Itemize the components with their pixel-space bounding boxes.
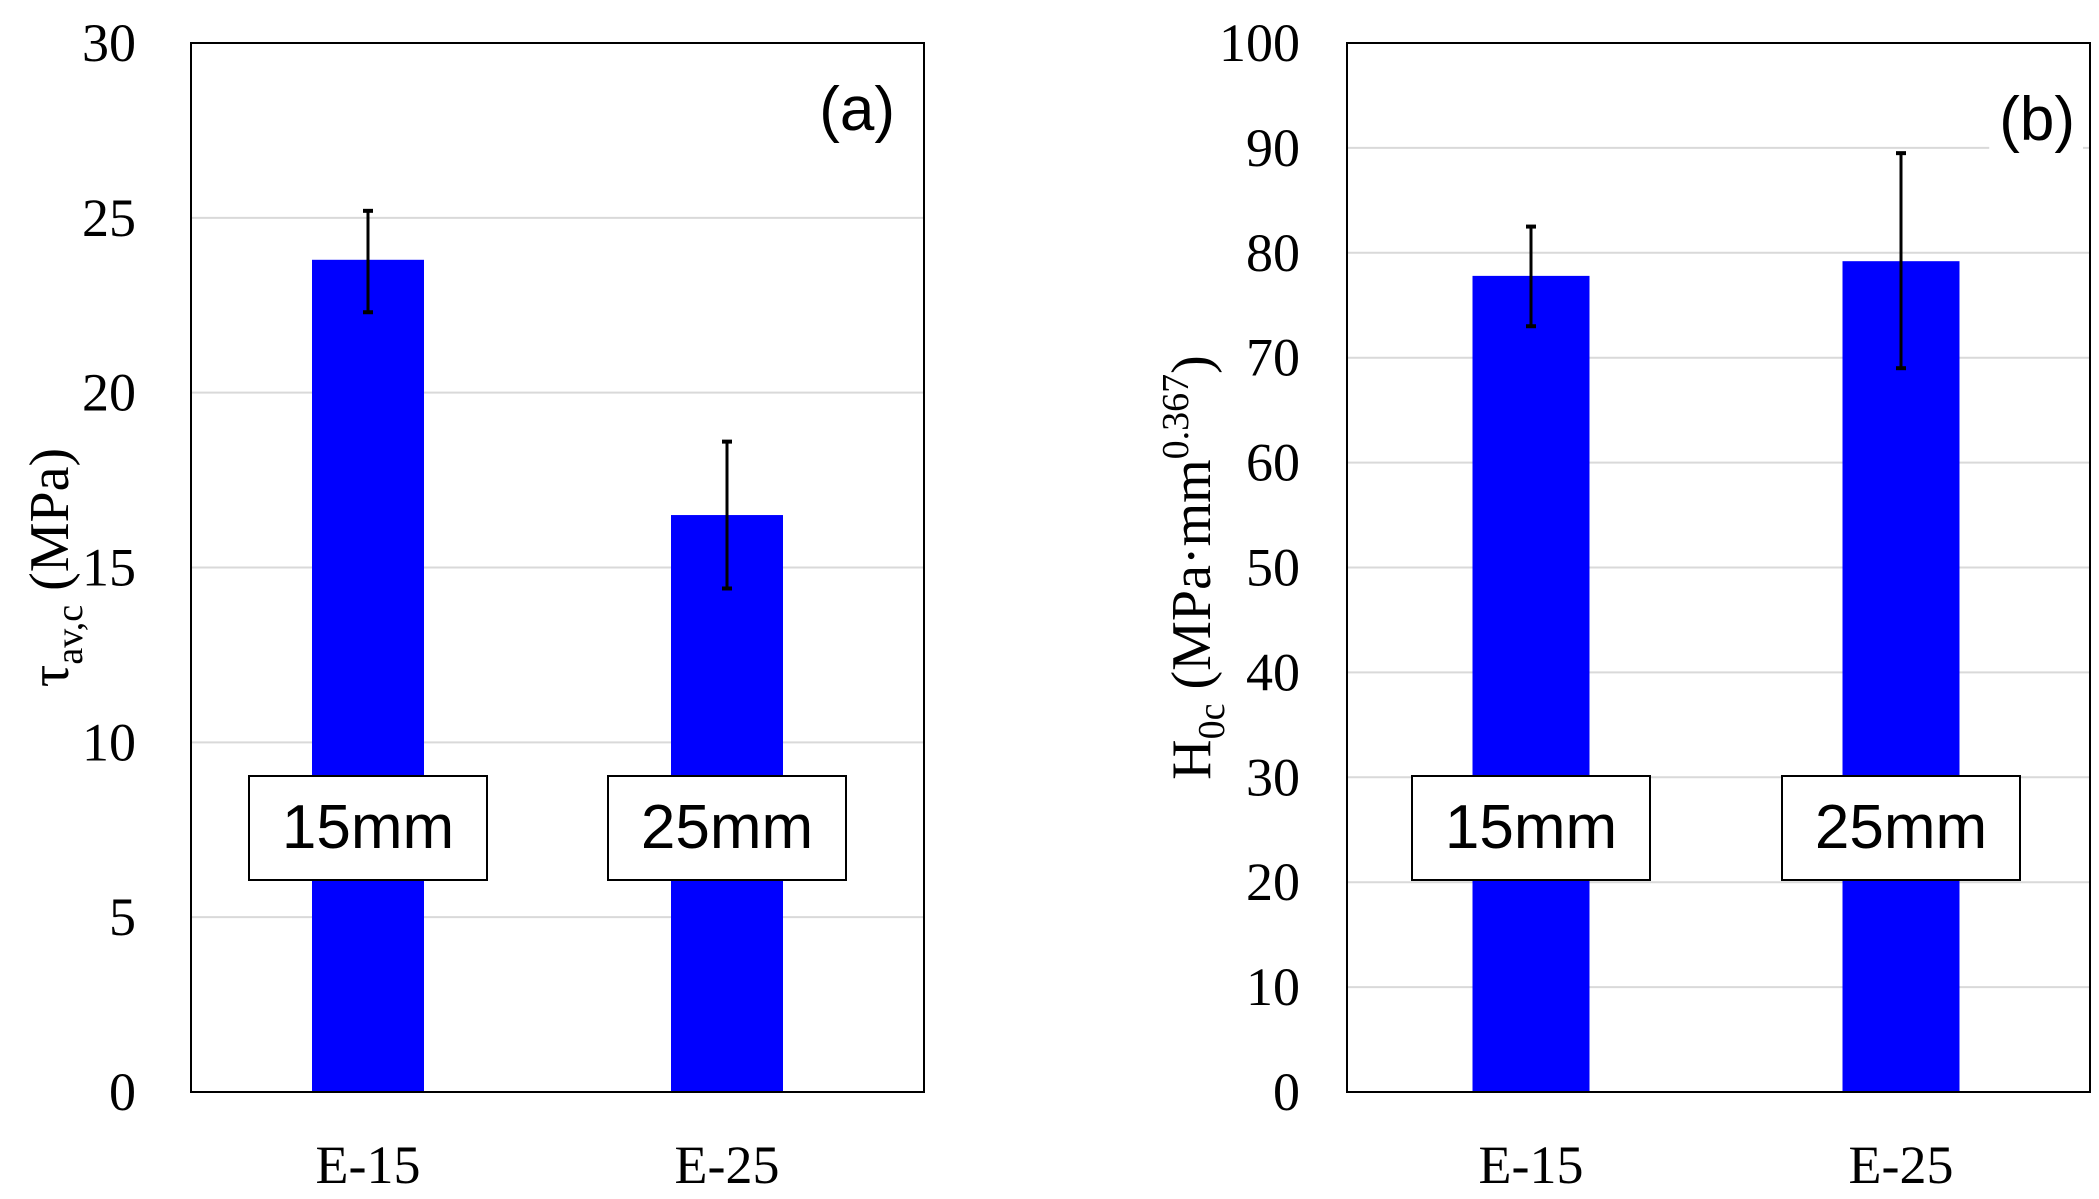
bar-note-label: 25mm xyxy=(1815,793,1987,862)
y-axis-title-unit: (MPa) xyxy=(19,448,81,605)
error-bar-E-15 xyxy=(1526,224,1536,329)
y-tick-label: 0 xyxy=(1273,1062,1300,1122)
error-bar-E-15 xyxy=(363,208,373,315)
bar-note-frame xyxy=(1781,775,2021,881)
y-axis-title-symbol: H xyxy=(1161,739,1223,779)
y-tick-label: 5 xyxy=(109,887,136,947)
bar-E-15 xyxy=(1472,275,1590,1092)
y-tick-label: 100 xyxy=(1219,13,1300,73)
y-tick-label: 15 xyxy=(82,538,136,598)
bar-note-frame xyxy=(607,775,847,881)
error-bar-E-25 xyxy=(1896,151,1906,371)
bar-E-15 xyxy=(312,259,424,1092)
y-axis-title: τav,c (MPa) xyxy=(19,448,91,687)
y-tick-label: 30 xyxy=(1246,747,1300,807)
bar-note-frame xyxy=(1411,775,1651,881)
bar-E-25 xyxy=(1842,261,1960,1092)
y-tick-label: 30 xyxy=(82,13,136,73)
chart-panel-b: 15mm 25mm 0 10 20 30 40 50 60 70 80 90 100 E-15 E-25 (b… xyxy=(1155,13,2091,1195)
y-tick-label: 60 xyxy=(1246,433,1300,493)
panel-tag: (a) xyxy=(819,75,895,144)
x-tick-label: E-15 xyxy=(1479,1135,1584,1195)
panel-tag-backing xyxy=(1989,87,2083,152)
x-tick-label: E-25 xyxy=(1849,1135,1954,1195)
bar-note-box: 25mm xyxy=(1781,775,2021,881)
error-bar-E-25 xyxy=(722,439,732,591)
y-axis-title: H0c (MPa·mm0.367) xyxy=(1155,355,1233,780)
bar-note-label: 15mm xyxy=(282,793,454,862)
y-tick-label: 90 xyxy=(1246,118,1300,178)
y-axis-title-unit: (MPa·mm xyxy=(1161,459,1223,703)
bar-note-box: 25mm xyxy=(607,775,847,881)
plot-frame xyxy=(190,42,925,1093)
y-tick-label: 10 xyxy=(82,712,136,772)
y-tick-label: 80 xyxy=(1246,223,1300,283)
y-axis-title-superscript: 0.367 xyxy=(1155,374,1197,460)
y-axis-title-subscript: av,c xyxy=(49,605,91,665)
bar-note-label: 15mm xyxy=(1445,793,1617,862)
x-tick-label: E-25 xyxy=(675,1135,780,1195)
y-tick-label: 0 xyxy=(109,1062,136,1122)
y-tick-label: 70 xyxy=(1246,328,1300,388)
y-tick-label: 20 xyxy=(1246,852,1300,912)
plot-frame xyxy=(1346,42,2091,1093)
bar-note-frame xyxy=(248,775,488,881)
bar-note-box: 15mm xyxy=(248,775,488,881)
bar-note-box: 15mm xyxy=(1411,775,1651,881)
y-tick-label: 25 xyxy=(82,188,136,248)
y-tick-label: 10 xyxy=(1246,957,1300,1017)
chart-panel-a: 15mm 25mm 0 5 10 15 20 25 30 E-15 E-25 (a) τav,c (MP… xyxy=(19,13,925,1195)
x-tick-label: E-15 xyxy=(316,1135,421,1195)
y-tick-label: 50 xyxy=(1246,538,1300,598)
y-axis-title-symbol: τ xyxy=(19,665,81,688)
bar-note-label: 25mm xyxy=(641,793,813,862)
y-tick-label: 20 xyxy=(82,363,136,423)
panel-tag: (b) xyxy=(1999,85,2075,154)
y-tick-label: 40 xyxy=(1246,642,1300,702)
y-axis-title-close: ) xyxy=(1161,355,1223,374)
y-axis-title-subscript: 0c xyxy=(1191,704,1233,740)
